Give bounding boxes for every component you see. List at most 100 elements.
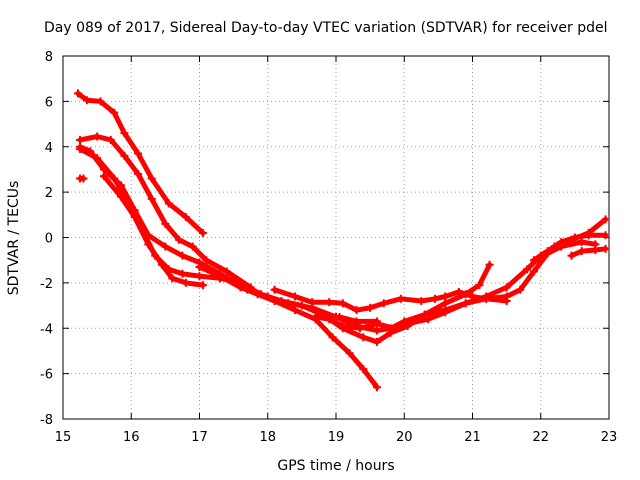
x-axis-label: GPS time / hours bbox=[277, 458, 394, 474]
series-line-s7 bbox=[272, 287, 510, 313]
data-point-s10 bbox=[577, 247, 586, 256]
data-point-s9 bbox=[529, 256, 538, 265]
data-point-s8 bbox=[424, 315, 433, 324]
data-point-s12 bbox=[79, 174, 88, 183]
data-point-s5 bbox=[198, 281, 207, 290]
data-point-s3 bbox=[372, 326, 381, 335]
data-point-s9 bbox=[584, 231, 593, 240]
data-point-s3 bbox=[178, 251, 187, 260]
data-point-s7 bbox=[308, 298, 317, 307]
data-point-s5 bbox=[181, 278, 190, 287]
y-tick-label: 6 bbox=[45, 95, 53, 110]
data-point-s11 bbox=[372, 317, 381, 326]
data-point-s4 bbox=[372, 337, 381, 346]
data-point-s6 bbox=[253, 290, 262, 299]
data-point-s4 bbox=[297, 301, 306, 310]
x-tick-label: 16 bbox=[123, 430, 140, 445]
y-tick-label: -8 bbox=[40, 413, 53, 428]
data-point-s1 bbox=[120, 129, 129, 138]
data-point-s7 bbox=[396, 294, 405, 303]
data-point-s8 bbox=[601, 215, 610, 224]
x-tick-label: 22 bbox=[532, 430, 549, 445]
y-tick-label: 0 bbox=[45, 232, 53, 247]
data-point-s7 bbox=[338, 299, 347, 308]
y-tick-label: 4 bbox=[45, 141, 53, 156]
data-point-s3 bbox=[516, 285, 525, 294]
data-point-s2 bbox=[134, 169, 143, 178]
data-point-s6 bbox=[345, 349, 354, 358]
data-point-s4 bbox=[441, 299, 450, 308]
x-tick-label: 17 bbox=[191, 430, 208, 445]
data-point-s11 bbox=[335, 312, 344, 321]
data-point-s2 bbox=[175, 235, 184, 244]
data-point-s4 bbox=[475, 281, 484, 290]
data-point-s1 bbox=[134, 149, 143, 158]
data-point-s8 bbox=[325, 315, 334, 324]
data-point-s8 bbox=[355, 324, 364, 333]
data-point-s8 bbox=[311, 312, 320, 321]
data-point-s8 bbox=[338, 321, 347, 330]
y-tick-label: 8 bbox=[45, 50, 53, 65]
data-point-s8 bbox=[461, 299, 470, 308]
data-point-s2 bbox=[147, 194, 156, 203]
data-point-s5 bbox=[99, 172, 108, 181]
data-point-s8 bbox=[523, 265, 532, 274]
data-point-s7 bbox=[430, 294, 439, 303]
data-point-s3 bbox=[577, 238, 586, 247]
data-point-s1 bbox=[164, 199, 173, 208]
data-point-s1 bbox=[96, 97, 105, 106]
data-point-s4 bbox=[420, 310, 429, 319]
data-point-s6 bbox=[195, 262, 204, 271]
data-point-s9 bbox=[557, 238, 566, 247]
data-point-s5 bbox=[168, 274, 177, 283]
data-point-s7 bbox=[441, 292, 450, 301]
data-point-s4 bbox=[76, 145, 85, 154]
data-point-s3 bbox=[529, 267, 538, 276]
data-point-s6 bbox=[328, 333, 337, 342]
x-tick-label: 20 bbox=[396, 430, 413, 445]
data-point-s5 bbox=[157, 260, 166, 269]
series-line-s3 bbox=[77, 144, 598, 333]
y-tick-label: -2 bbox=[40, 277, 53, 292]
data-point-s1 bbox=[110, 108, 119, 117]
data-point-s6 bbox=[270, 297, 279, 306]
x-tick-label: 23 bbox=[601, 430, 618, 445]
data-point-s6 bbox=[236, 283, 245, 292]
data-point-s1 bbox=[198, 228, 207, 237]
data-point-s2 bbox=[76, 135, 85, 144]
data-point-s11 bbox=[352, 317, 361, 326]
data-point-s4 bbox=[386, 328, 395, 337]
x-tick-label: 19 bbox=[328, 430, 345, 445]
data-point-s8 bbox=[403, 319, 412, 328]
data-point-s7 bbox=[270, 285, 279, 294]
data-point-s7 bbox=[454, 287, 463, 296]
y-tick-label: 2 bbox=[45, 186, 53, 201]
data-point-s7 bbox=[291, 292, 300, 301]
data-point-s6 bbox=[372, 383, 381, 392]
data-point-s10 bbox=[591, 245, 600, 254]
y-tick-label: -6 bbox=[40, 368, 53, 383]
data-point-s7 bbox=[352, 306, 361, 315]
data-point-s1 bbox=[74, 89, 83, 98]
data-point-s10 bbox=[567, 251, 576, 260]
data-point-s8 bbox=[482, 292, 491, 301]
data-point-s5 bbox=[130, 213, 139, 222]
data-point-s4 bbox=[178, 269, 187, 278]
data-point-s5 bbox=[117, 192, 126, 201]
data-point-s7 bbox=[417, 297, 426, 306]
series-line-s1 bbox=[75, 90, 206, 236]
data-point-s4 bbox=[359, 333, 368, 342]
data-point-s2 bbox=[202, 256, 211, 265]
data-point-s2 bbox=[161, 219, 170, 228]
data-point-s7 bbox=[502, 297, 511, 306]
data-point-s4 bbox=[195, 272, 204, 281]
data-point-s9 bbox=[570, 233, 579, 242]
data-point-s4 bbox=[110, 174, 119, 183]
data-point-s3 bbox=[161, 242, 170, 251]
data-point-s9 bbox=[601, 231, 610, 240]
data-point-s10 bbox=[601, 244, 610, 253]
chart-title: Day 089 of 2017, Sidereal Day-to-day VTE… bbox=[44, 20, 608, 36]
data-point-s5 bbox=[144, 240, 153, 249]
